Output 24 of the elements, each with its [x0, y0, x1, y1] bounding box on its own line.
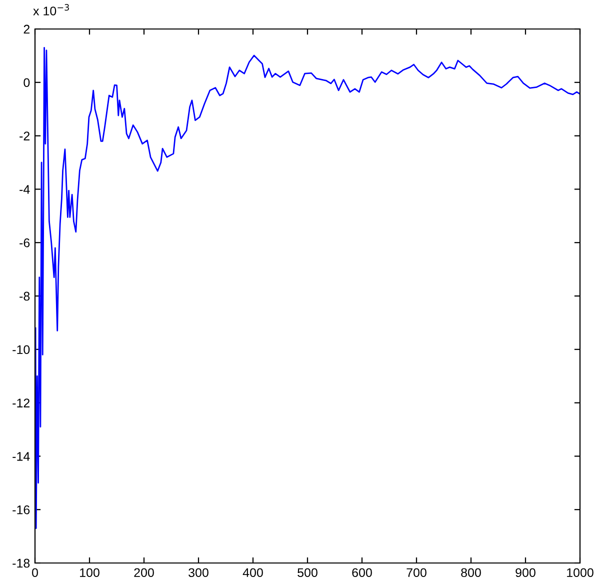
- x-tick-label: 100: [80, 568, 100, 578]
- x-tick-label: 600: [352, 568, 372, 578]
- y-tick-label: -2: [20, 132, 30, 140]
- y-tick-label: -8: [20, 292, 30, 301]
- y-tick-label: -16: [12, 505, 30, 514]
- y-tick-label: -4: [20, 185, 30, 194]
- x-tick-label: 1000: [567, 568, 594, 578]
- y-tick-label: -18: [12, 558, 30, 568]
- y-tick-label: 2: [24, 24, 30, 34]
- x-tick-label: 300: [188, 568, 208, 578]
- x-tick-label: 0: [32, 568, 38, 578]
- x-tick-label: 200: [134, 568, 154, 578]
- line-series: [35, 46, 580, 529]
- x-tick-label: 900: [516, 568, 536, 578]
- y-tick-label: -12: [12, 398, 30, 408]
- x-tick-label: 700: [406, 568, 426, 578]
- y-tick-label: -6: [20, 238, 30, 248]
- x-tick-label: 400: [242, 568, 263, 578]
- x-tick-label: 800: [461, 568, 481, 578]
- y-tick-label: -10: [12, 345, 30, 354]
- text: x 10$^{−3}$: [33, 4, 69, 16]
- y-tick-label: -14: [12, 452, 30, 461]
- y-tick-label: 0: [24, 78, 30, 88]
- x-tick-label: 500: [298, 568, 318, 578]
